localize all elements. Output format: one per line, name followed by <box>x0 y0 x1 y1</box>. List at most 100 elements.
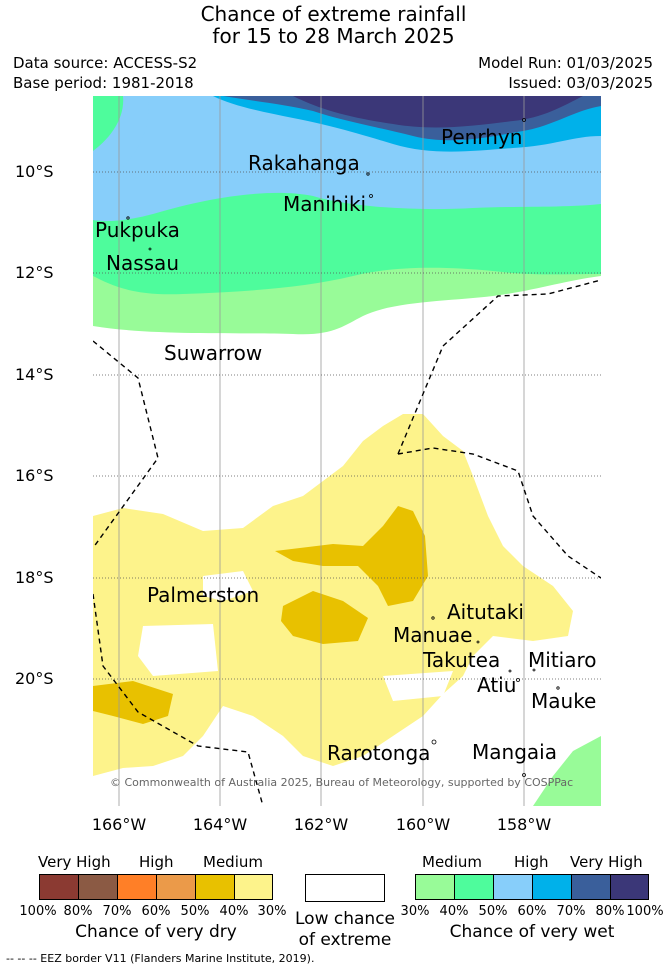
dry-header-very-high: Very High <box>38 853 111 871</box>
place-label-penrhyn: Penrhyn <box>441 125 523 149</box>
low-chance-line-1: Low chance <box>295 909 395 929</box>
place-label-mangaia: Mangaia <box>472 740 557 764</box>
dry-hole-1 <box>203 571 253 601</box>
place-label-nassau: Nassau <box>106 251 179 275</box>
wet-patch-southeast <box>533 736 601 806</box>
lat-tick-20s: 20°S <box>15 669 54 688</box>
place-label-atiu: Atiu <box>477 673 517 697</box>
island-mangaia <box>522 773 526 777</box>
low-chance-title: Low chance of extreme <box>285 909 405 951</box>
low-chance-swatch <box>305 874 385 902</box>
issued-text: Issued: 03/03/2025 <box>508 74 653 92</box>
dry-tick-60: 60% <box>141 904 171 919</box>
wet-tick-80: 80% <box>595 904 625 919</box>
rainfall-map <box>93 96 601 806</box>
lat-tick-14s: 14°S <box>15 365 54 384</box>
base-period-text: Base period: 1981-2018 <box>13 74 194 92</box>
island-rakahanga <box>366 172 370 176</box>
place-label-suwarrow: Suwarrow <box>164 341 263 365</box>
wet-tick-60: 60% <box>517 904 547 919</box>
dry-swatch-40-50 <box>195 874 235 900</box>
dry-tick-70: 70% <box>102 904 132 919</box>
island-mauke <box>556 686 560 690</box>
dry-swatch-70-80 <box>78 874 118 900</box>
lat-tick-10s: 10°S <box>15 162 54 181</box>
wet-band-left-green <box>93 96 124 151</box>
dry-band-30-40 <box>93 414 573 776</box>
dry-colorbar <box>39 874 273 902</box>
lon-tick-166w: 166°W <box>91 815 147 834</box>
low-chance-line-2: of extreme <box>298 930 392 950</box>
dry-swatch-60-70 <box>117 874 157 900</box>
wet-swatch-60-70 <box>532 874 572 900</box>
wet-tick-30: 30% <box>400 904 430 919</box>
place-label-manihiki: Manihiki <box>283 192 367 216</box>
dry-colorbar-title: Chance of very dry <box>75 922 237 942</box>
wet-swatch-30-40 <box>415 874 455 900</box>
island-atiu <box>516 678 520 682</box>
wet-colorbar-title: Chance of very wet <box>449 922 615 942</box>
lon-tick-160w: 160°W <box>395 815 451 834</box>
wet-tick-40: 40% <box>439 904 469 919</box>
model-run-text: Model Run: 01/03/2025 <box>478 54 653 72</box>
island-takutea <box>508 669 512 673</box>
place-label-takutea: Takutea <box>423 648 501 672</box>
wet-swatch-80-100 <box>610 874 649 900</box>
island-penrhyn <box>522 118 526 122</box>
island-manuae <box>476 640 480 644</box>
dry-swatch-30-40 <box>234 874 273 900</box>
place-label-rarotonga: Rarotonga <box>327 741 431 765</box>
place-label-mitiaro: Mitiaro <box>528 648 597 672</box>
wet-colorbar <box>415 874 649 902</box>
lon-tick-162w: 162°W <box>293 815 349 834</box>
dry-band-40-50-c <box>93 681 173 724</box>
dry-tick-30: 30% <box>257 904 287 919</box>
lon-tick-158w: 158°W <box>496 815 552 834</box>
dry-tick-40: 40% <box>219 904 249 919</box>
dry-hole-2 <box>138 624 218 676</box>
place-label-pukpuka: Pukpuka <box>95 218 180 242</box>
place-label-rakahanga: Rakahanga <box>248 151 360 175</box>
title-line-1: Chance of extreme rainfall <box>200 2 467 26</box>
lat-tick-16s: 16°S <box>15 466 54 485</box>
dry-header-high: High <box>139 853 174 871</box>
lat-tick-12s: 12°S <box>15 263 54 282</box>
dry-tick-80: 80% <box>63 904 93 919</box>
eez-border <box>93 279 601 806</box>
island-markers <box>126 118 560 777</box>
wet-band-80-100 <box>293 96 583 128</box>
title-line-2: for 15 to 28 March 2025 <box>212 24 455 48</box>
island-aitutaki <box>431 616 435 620</box>
wet-swatch-70-80 <box>571 874 611 900</box>
island-mitiaro <box>532 668 536 672</box>
eez-footnote: -- -- -- EEZ border V11 (Flanders Marine… <box>6 952 315 965</box>
data-source-text: Data source: ACCESS-S2 <box>13 54 198 72</box>
map-title: Chance of extreme rainfall for 15 to 28 … <box>0 3 667 47</box>
wet-tick-50: 50% <box>478 904 508 919</box>
wet-tick-100: 100% <box>626 904 664 919</box>
copyright-notice: © Commonwealth of Australia 2025, Bureau… <box>110 776 574 789</box>
island-manihiki <box>369 194 373 198</box>
lat-tick-18s: 18°S <box>15 568 54 587</box>
dry-swatch-80-100 <box>39 874 79 900</box>
wet-swatch-50-60 <box>493 874 533 900</box>
place-label-aitutaki: Aitutaki <box>447 600 524 624</box>
place-label-manuae: Manuae <box>393 623 473 647</box>
island-pukapuka <box>126 216 130 220</box>
dry-tick-50: 50% <box>180 904 210 919</box>
wet-header-high: High <box>514 853 549 871</box>
latitude-gridlines <box>93 171 601 680</box>
dry-band-40-50-a <box>275 506 428 606</box>
wet-tick-70: 70% <box>556 904 586 919</box>
wet-header-very-high: Very High <box>570 853 643 871</box>
dry-hole-3 <box>383 671 453 701</box>
wet-swatch-40-50 <box>454 874 494 900</box>
dry-band-40-50-b <box>281 591 368 644</box>
lon-tick-164w: 164°W <box>192 815 248 834</box>
dry-header-medium: Medium <box>203 853 263 871</box>
island-nassau <box>148 247 152 251</box>
dry-tick-100: 100% <box>19 904 57 919</box>
place-label-mauke: Mauke <box>531 689 597 713</box>
island-rarotonga <box>431 739 437 745</box>
dry-swatch-50-60 <box>156 874 196 900</box>
